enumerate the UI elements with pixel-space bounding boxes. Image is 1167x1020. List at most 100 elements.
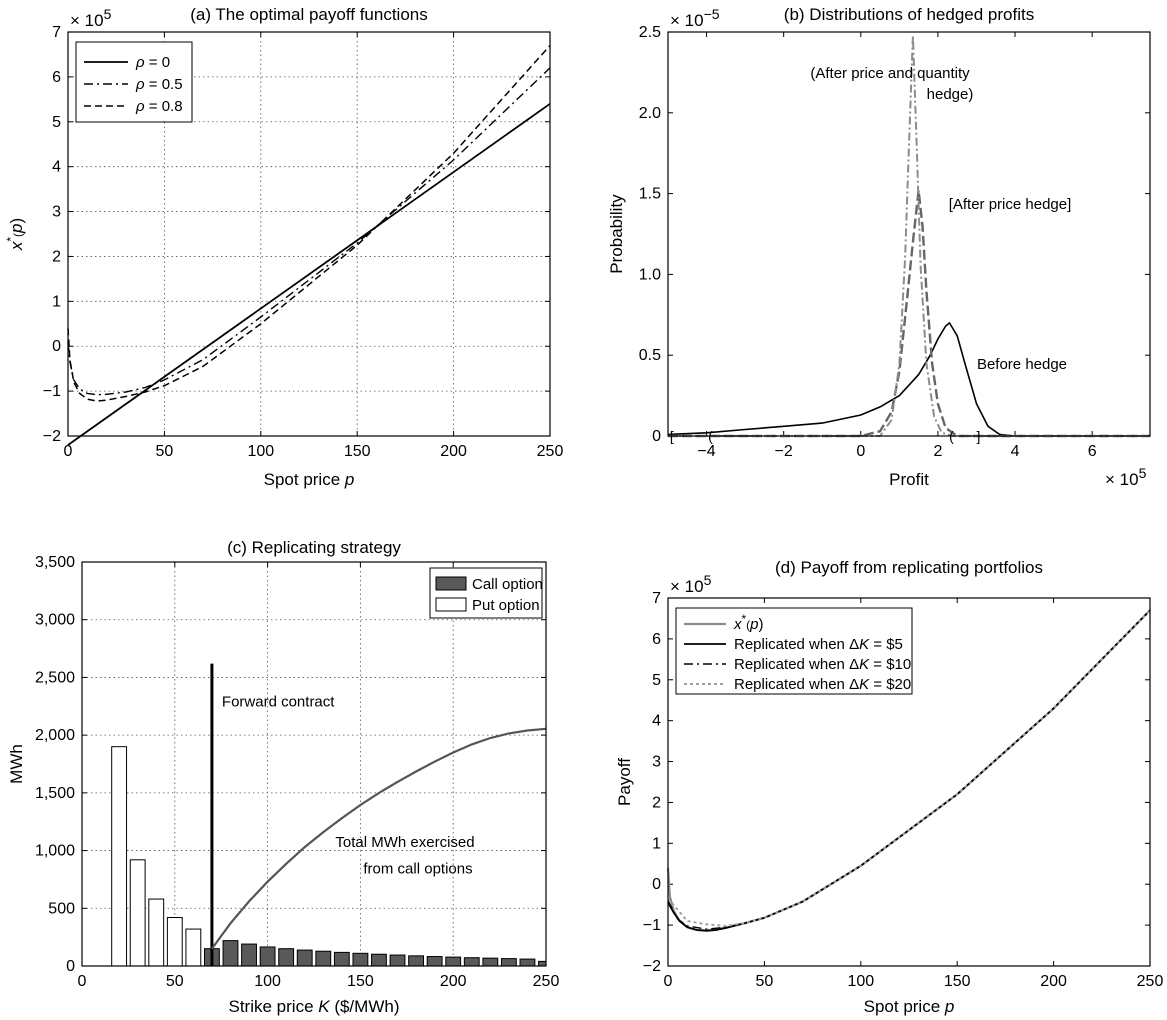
series-line [67,103,551,446]
x-tick-label: 100 [847,973,874,990]
x-tick-label: 50 [156,443,174,460]
y-tick-label: 3,500 [35,554,75,571]
x-tick-label: 150 [344,443,371,460]
legend-box [675,607,913,695]
call-option-bar [519,958,536,967]
series-line [667,321,1150,437]
legend-label: x*(p) [733,612,764,633]
call-option-bar [371,953,387,967]
y-axis-label: MWh [7,744,26,784]
legend-label: ρ = 0.5 [135,76,183,93]
y-tick-label: −1 [43,383,61,400]
series-line [667,609,1151,927]
x-multiplier: × 105 [1105,465,1147,489]
y-tick-label: 3,000 [35,612,75,629]
y-tick-label: 1 [52,293,61,310]
x-tick-label: 50 [756,973,774,990]
put-option-bar [111,746,128,967]
legend-label: Call option [472,576,543,593]
legend-box [75,41,193,123]
axes-frame [81,561,547,967]
y-tick-label: 1.5 [639,186,661,203]
y-tick-label: 6 [52,69,61,86]
axes-frame [667,597,1151,967]
legend: x*(p) Replicated when ΔK = $5 Replicated w… [675,607,913,695]
y-axis-label: Probability [607,194,626,274]
put-option-bar [148,898,165,967]
x-tick-label: 100 [247,443,274,460]
x-tick-label: 0 [856,443,865,460]
y-tick-label: 2 [52,248,61,265]
annotation-price-hedge: [After price hedge] [949,196,1072,213]
x-tick-label: 6 [1088,443,1097,460]
y-multiplier: × 10−5 [670,6,720,30]
x-axis-label: Profit [889,470,929,489]
y-tick-label: 500 [48,900,75,917]
y-tick-label: 2.0 [639,105,661,122]
y-axis-label: x*(p) [4,218,26,251]
y-tick-label: 0 [66,958,75,975]
call-option-bar [482,957,499,967]
annotation-price-quantity-hedge: (After price and quantity [810,65,970,82]
put-option-bar [129,859,146,967]
legend-label: ρ = 0 [135,54,170,71]
series-line [668,35,1150,437]
x-tick-label: 200 [440,973,467,990]
panel-d-payoff-replicating-portfolios: 0 50 100 150 200 250 −2 −1 0 1 2 3 4 5 6 7 (d) Payoff fr… [615,558,1163,1016]
y-tick-label: 0 [52,338,61,355]
put-option-bar [166,917,183,967]
x-tick-label: 4 [1011,443,1020,460]
marker-bracket-close: ] [976,428,980,444]
annotation-price-quantity-hedge-2: hedge) [927,86,974,103]
marker-bracket-open: [ [670,428,674,444]
panel-a-optimal-payoff-functions: 0 50 100 150 200 250 −2 −1 0 1 2 3 4 5 6 7 (a) The optim… [4,5,563,489]
y-tick-label: 3 [652,754,661,771]
call-option-bar [296,949,313,967]
call-option-bar [222,940,239,967]
chart-title: (c) Replicating strategy [227,538,401,557]
chart-title: (b) Distributions of hedged profits [784,5,1034,24]
y-tick-label: 2,500 [35,669,75,686]
chart-title: (a) The optimal payoff functions [190,5,428,24]
call-option-bar [538,960,547,967]
x-tick-label: 0 [78,973,87,990]
call-option-bar [278,948,295,967]
legend-label: Replicated when ΔK = $20 [734,676,911,693]
y-tick-label: −2 [643,958,661,975]
call-option-bar [463,957,480,967]
x-tick-label: 50 [166,973,184,990]
x-tick-label: 150 [347,973,374,990]
y-tick-label: 2,000 [35,727,75,744]
y-tick-label: 0.5 [639,347,661,364]
panel-b-hedged-profit-distributions: −4 −2 0 2 4 6 0 0.5 1.0 1.5 2.0 2.5 (b) Distribution… [607,5,1151,489]
put-option-bar [185,928,202,967]
call-option-bar [259,946,276,967]
x-tick-label: 100 [254,973,281,990]
x-tick-label: 250 [533,973,560,990]
axes-frame [67,31,551,437]
legend-label: Replicated when ΔK = $5 [734,636,903,653]
series-line [668,190,1150,438]
y-tick-label: 1,500 [35,785,75,802]
series-line [67,67,551,396]
call-option-bar [352,952,369,967]
y-tick-label: 1.0 [639,266,661,283]
legend-swatch [435,576,467,591]
cumulative-label-2: from call options [363,861,472,878]
y-tick-label: 1 [652,835,661,852]
marker-paren: ( [949,428,954,444]
y-axis-label: Payoff [615,758,634,806]
x-axis-label: Spot price p [864,997,955,1016]
y-tick-label: 5 [652,672,661,689]
y-tick-label: 6 [652,631,661,648]
y-tick-label: 7 [52,24,61,41]
x-axis-label: Strike price K ($/MWh) [229,997,400,1016]
x-tick-label: 250 [1137,973,1164,990]
y-tick-label: 2 [652,794,661,811]
x-tick-label: 250 [537,443,564,460]
call-option-bar [408,955,425,967]
x-tick-label: 200 [1040,973,1067,990]
x-tick-label: 200 [440,443,467,460]
call-option-bar [315,950,332,967]
y-tick-label: 7 [652,590,661,607]
